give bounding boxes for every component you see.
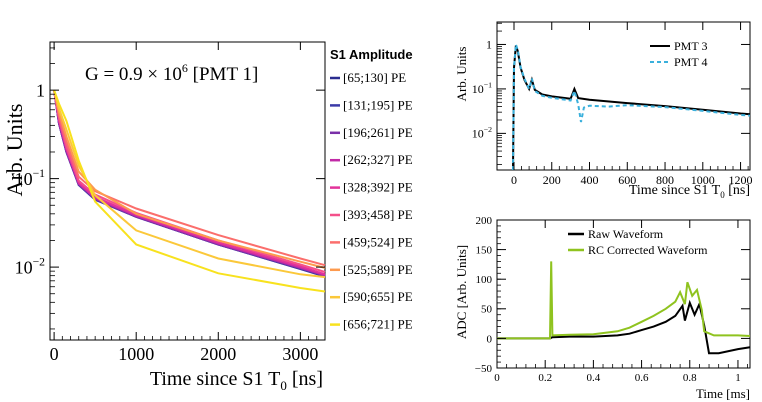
bottom-right-series-line-0 [497,299,751,355]
bottom-right-plot-frame [496,219,751,369]
legend-entry-8: [590;655] PE [343,289,413,304]
left-ytick-label: 10−2 [15,255,46,277]
legend-title: S1 Amplitude [330,47,413,62]
left-xlabel: Time since S1 T0 [ns] [150,368,323,393]
br-legend-entry-1: RC Corrected Waveform [588,243,708,257]
top-right-ytick-label: 10−1 [472,81,492,96]
bottom-right-xtick-label: 0.2 [538,372,552,384]
bottom-right-ylabel: ADC [Arb. Units] [454,245,469,339]
legend-entry-0: [65;130] PE [343,70,406,85]
top-right-xtick-label: 200 [543,173,561,187]
left-series-line-6 [53,89,326,267]
tr-legend-entry-1: PMT 4 [674,55,707,69]
br-legend-entry-0: Raw Waveform [588,227,664,241]
top-right-series-line-1 [512,44,751,171]
top-right-ylabel: Arb. Units [454,47,469,102]
left-series-line-4 [53,89,326,276]
left-xtick-label: 3000 [282,344,318,364]
legend-entry-7: [525;589] PE [343,262,413,277]
legend-entry-4: [328;392] PE [343,180,413,195]
legend-entry-2: [196;261] PE [343,125,413,140]
left-xtick-label: 2000 [200,344,236,364]
left-xtick-label: 0 [50,344,59,364]
top-right-xtick-label: 1000 [691,173,715,187]
bottom-right-ytick-label: 150 [476,244,493,256]
legend-entry-3: [262;327] PE [343,152,413,167]
left-panel: 0 1000 2000 3000 1 10−1 10−2 G = 0.9 × 106 [PM… [2,41,413,393]
left-series-line-5 [53,89,326,273]
bottom-right-xtick-label: 1 [735,372,741,384]
left-series-line-9 [53,89,326,293]
left-plot-frame [49,41,326,341]
bottom-right-xtick-label: 0 [494,372,500,384]
left-annotation: G = 0.9 × 106 [PMT 1] [85,61,258,85]
left-ytick-label: 10−1 [15,167,46,189]
top-right-xtick-label: 600 [618,173,636,187]
bottom-right-ytick-label: 100 [476,274,493,286]
top-right-panel: 0 200 400 600 800 1000 1200 1 10−1 10−2 Arb. Unit… [454,21,753,200]
top-right-xlabel: Time since S1 T0 [ns] [629,183,750,200]
left-series-line-3 [53,89,326,277]
bottom-right-xlabel: Time [ms] [696,386,750,401]
top-right-ytick-label: 10−2 [472,125,492,140]
bottom-right-ytick-label: 0 [487,333,493,345]
top-right-xtick-label: 400 [581,173,599,187]
left-xtick-label: 1000 [118,344,154,364]
bottom-right-ytick-label: 200 [476,215,493,227]
left-ytick-label: 1 [36,80,45,100]
left-ylabel: Arb. Units [2,104,27,197]
top-right-plot-frame [496,21,751,171]
top-right-xtick-label: 800 [656,173,674,187]
top-right-xtick-label: 1200 [729,173,753,187]
top-right-ytick-label: 1 [486,38,492,52]
legend-entry-6: [459;524] PE [343,234,413,249]
bottom-right-ytick-label: 50 [481,304,493,316]
bottom-right-ytick-label: −50 [475,363,493,375]
left-series-line-7 [53,89,326,269]
legend-entry-5: [393;458] PE [343,207,413,222]
bottom-right-xtick-label: 0.8 [683,372,697,384]
tr-legend-entry-0: PMT 3 [674,39,707,53]
bottom-right-series-line-1 [497,261,751,340]
bottom-right-xtick-label: 0.4 [587,372,601,384]
top-right-xtick-label: 0 [511,173,517,187]
legend-entry-1: [131;195] PE [343,97,413,112]
legend-entry-9: [656;721] PE [343,317,413,332]
bottom-right-xtick-label: 0.6 [635,372,649,384]
left-series-line-8 [53,89,326,279]
top-right-series-line-0 [512,45,751,171]
